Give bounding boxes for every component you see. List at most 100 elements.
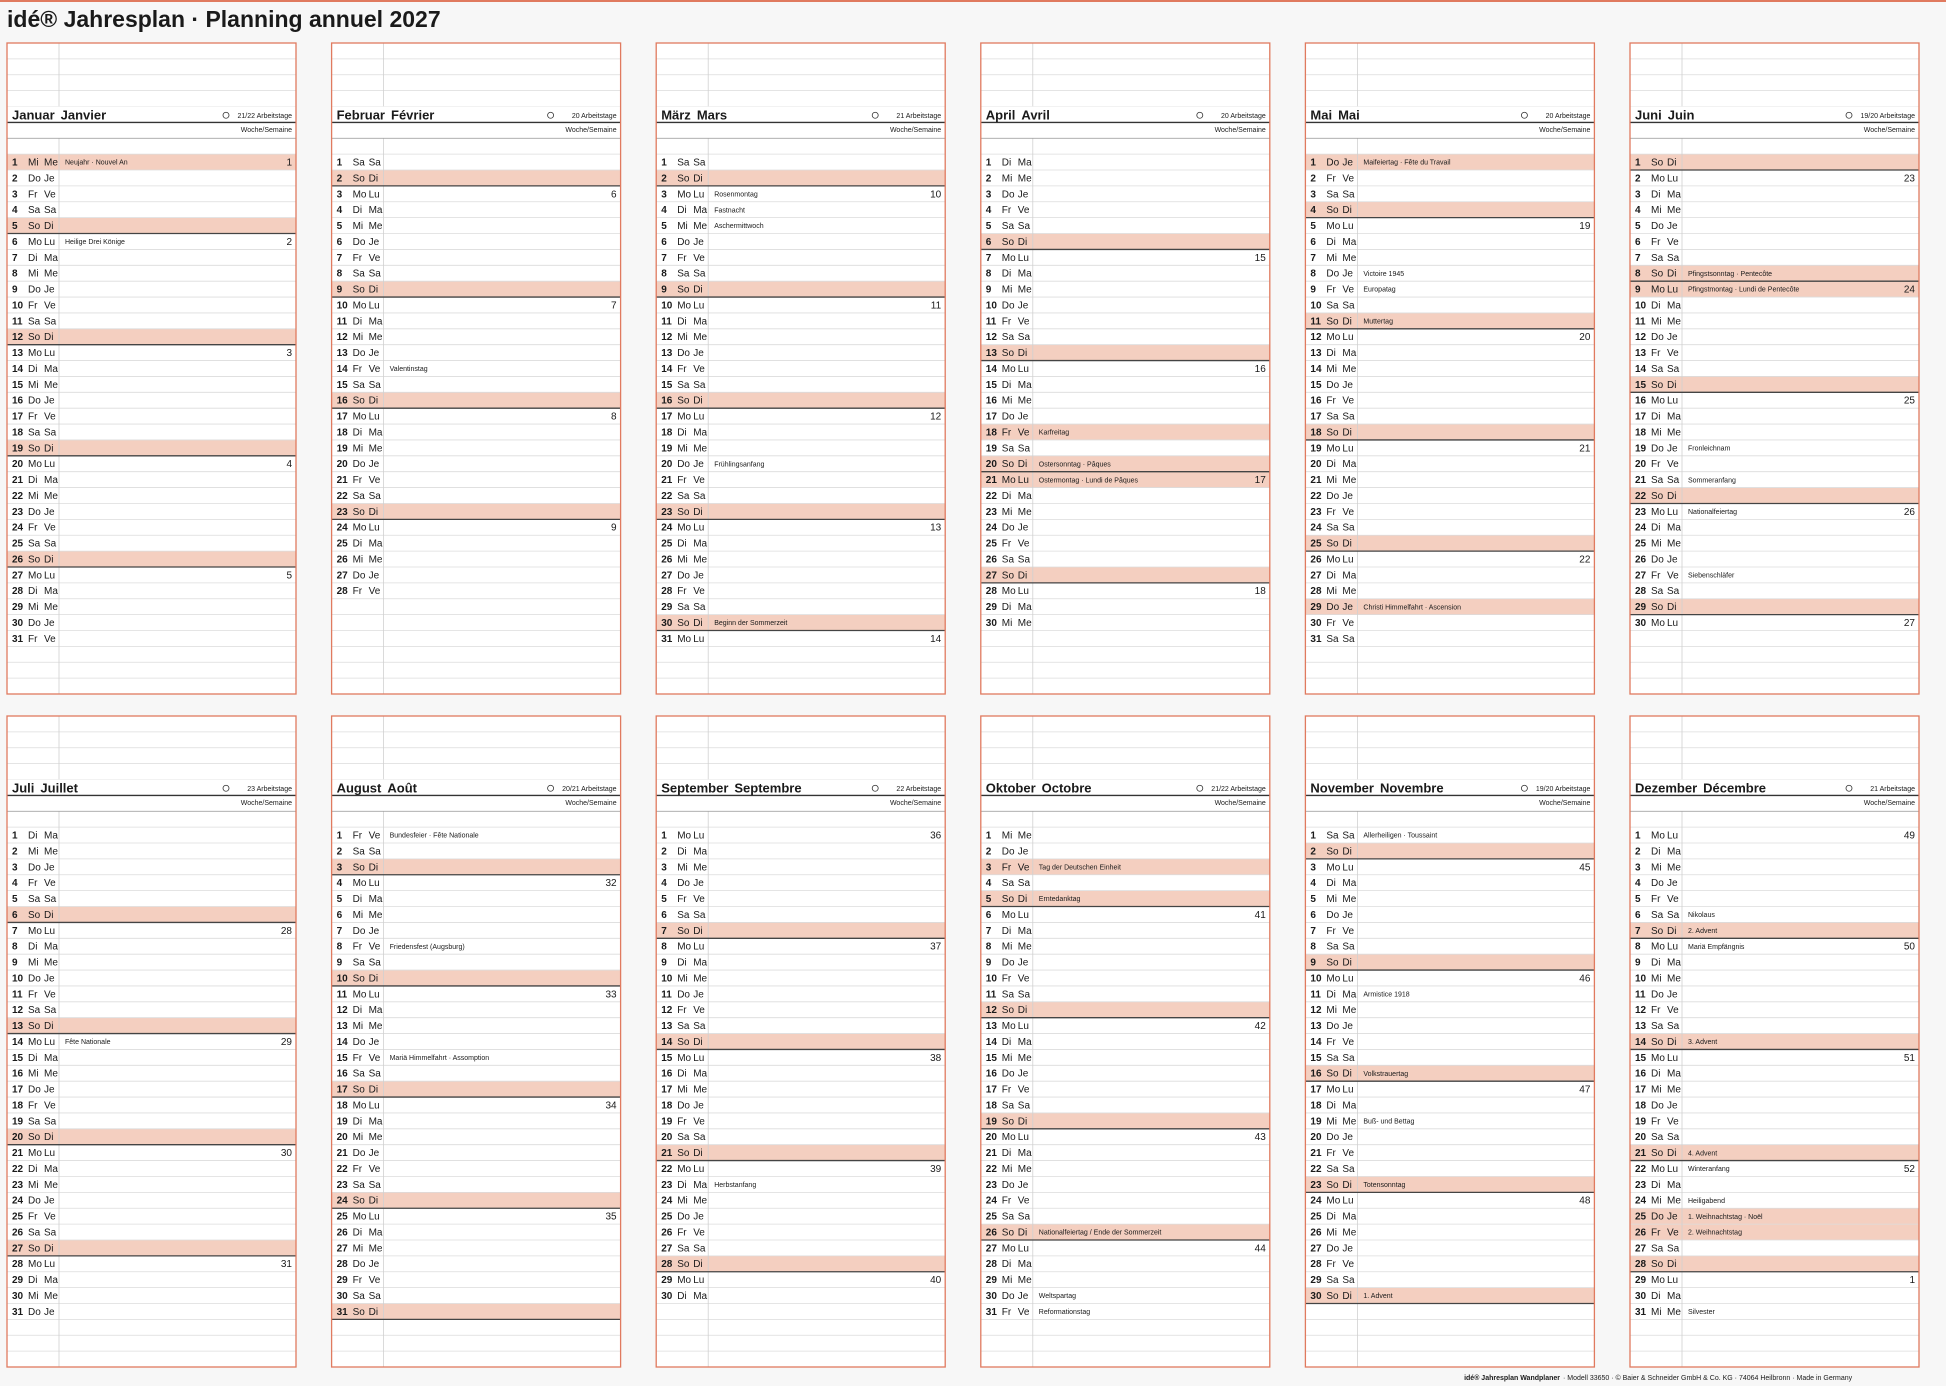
day-number: 19 — [986, 1116, 998, 1127]
weekday-de: Fr — [1326, 1148, 1336, 1159]
weekday-de: Fr — [28, 300, 38, 311]
weekday-fr: Ve — [44, 523, 56, 534]
day-number: 6 — [1310, 237, 1316, 248]
week-number: 41 — [1255, 910, 1267, 921]
weekday-de: So — [677, 1259, 690, 1270]
day-number: 2 — [1310, 173, 1316, 184]
weekday-fr: Ve — [693, 1116, 705, 1127]
weekday-fr: Ma — [44, 364, 58, 375]
day-number: 14 — [986, 364, 998, 375]
day-number: 25 — [661, 539, 673, 550]
weekday-de: Di — [353, 316, 362, 327]
day-number: 8 — [661, 269, 667, 280]
day-number: 19 — [1310, 443, 1322, 454]
day-shade — [656, 922, 946, 939]
weekday-de: So — [28, 221, 41, 232]
weekday-de: Do — [1002, 1291, 1015, 1302]
day-note: Tag der Deutschen Einheit — [1039, 864, 1121, 871]
day-number: 21 — [1310, 1148, 1322, 1159]
week-number: 34 — [605, 1100, 617, 1111]
weekday-de: Fr — [677, 253, 687, 264]
weekday-fr: Je — [44, 285, 55, 296]
weekday-fr: Ve — [44, 412, 56, 423]
weekday-fr: Di — [693, 1259, 702, 1270]
day-number: 20 — [1635, 459, 1647, 470]
weekday-de: Mi — [1002, 173, 1013, 184]
weekday-fr: Sa — [1342, 1164, 1355, 1175]
weekday-de: Sa — [353, 158, 366, 169]
weekday-de: So — [28, 1132, 41, 1143]
day-number: 8 — [12, 269, 18, 280]
day-number: 8 — [337, 942, 343, 953]
weekday-de: Mo — [1326, 554, 1340, 565]
day-number: 28 — [12, 586, 24, 597]
weekday-de: Do — [677, 878, 690, 889]
day-number: 13 — [12, 1021, 24, 1032]
weekday-de: Fr — [28, 989, 38, 1000]
month-name-fr: Septembre — [734, 780, 801, 795]
weekday-de: Fr — [1651, 1116, 1661, 1127]
month-panel — [7, 43, 296, 694]
weekday-de: Mi — [1651, 427, 1662, 438]
day-number: 29 — [12, 1275, 24, 1286]
weekday-de: Mo — [677, 831, 691, 842]
day-shade — [1630, 154, 1919, 171]
weekday-fr: Di — [1667, 1259, 1676, 1270]
weekday-de: Fr — [28, 634, 38, 645]
weekday-de: Di — [28, 831, 37, 842]
weekday-fr: Ma — [1342, 237, 1356, 248]
weekday-de: Fr — [1326, 926, 1336, 937]
weekday-fr: Di — [693, 396, 702, 407]
day-number: 16 — [12, 396, 24, 407]
day-number: 14 — [661, 1037, 673, 1048]
weekday-fr: Je — [44, 862, 55, 873]
weekday-de: Mo — [1651, 173, 1665, 184]
day-number: 5 — [661, 221, 667, 232]
weekday-de: Mi — [1326, 253, 1337, 264]
day-number: 22 — [986, 1164, 998, 1175]
day-number: 15 — [661, 1053, 673, 1064]
day-shade — [656, 392, 946, 409]
weekday-fr: Ve — [1667, 1005, 1679, 1016]
weekday-de: Fr — [1651, 570, 1661, 581]
weekday-fr: Di — [44, 1243, 53, 1254]
weekday-fr: Me — [44, 491, 58, 502]
day-note: Fastnacht — [714, 207, 745, 214]
weekday-de: Mi — [1651, 1085, 1662, 1096]
weekday-de: Do — [1326, 1132, 1339, 1143]
weekday-fr: Lu — [369, 412, 380, 423]
day-shade — [1305, 312, 1595, 329]
weekday-fr: Lu — [693, 831, 704, 842]
day-number: 12 — [1310, 332, 1322, 343]
day-number: 4 — [337, 878, 343, 889]
weekday-de: So — [1326, 958, 1339, 969]
day-number: 11 — [337, 316, 348, 327]
weekday-fr: Ve — [1018, 862, 1030, 873]
month-name-de: Juni — [1635, 107, 1662, 122]
weekday-fr: Lu — [693, 189, 704, 200]
day-number: 11 — [1635, 989, 1646, 1000]
weekday-fr: Di — [369, 862, 378, 873]
weekday-de: Mo — [353, 300, 367, 311]
weekday-fr: Sa — [693, 602, 706, 613]
day-number: 6 — [12, 237, 18, 248]
month-name-fr: Avril — [1021, 107, 1049, 122]
day-shade — [7, 154, 296, 171]
week-header: Woche/Semaine — [1539, 127, 1590, 134]
day-number: 12 — [1310, 1005, 1322, 1016]
month-name-fr: Mai — [1338, 107, 1360, 122]
day-number: 22 — [1310, 491, 1322, 502]
weekday-fr: Sa — [369, 846, 382, 857]
weekday-fr: Sa — [1667, 586, 1680, 597]
weekday-de: Mo — [1002, 586, 1016, 597]
day-number: 10 — [1635, 973, 1647, 984]
weekday-de: Mi — [28, 158, 39, 169]
day-number: 8 — [1310, 269, 1316, 280]
weekday-de: Mo — [353, 1212, 367, 1223]
day-number: 7 — [986, 926, 992, 937]
day-number: 2 — [986, 173, 992, 184]
weekday-fr: Je — [369, 459, 380, 470]
workdays-icon — [1196, 111, 1204, 119]
weekday-de: Mo — [1326, 862, 1340, 873]
week-number: 31 — [281, 1259, 293, 1270]
